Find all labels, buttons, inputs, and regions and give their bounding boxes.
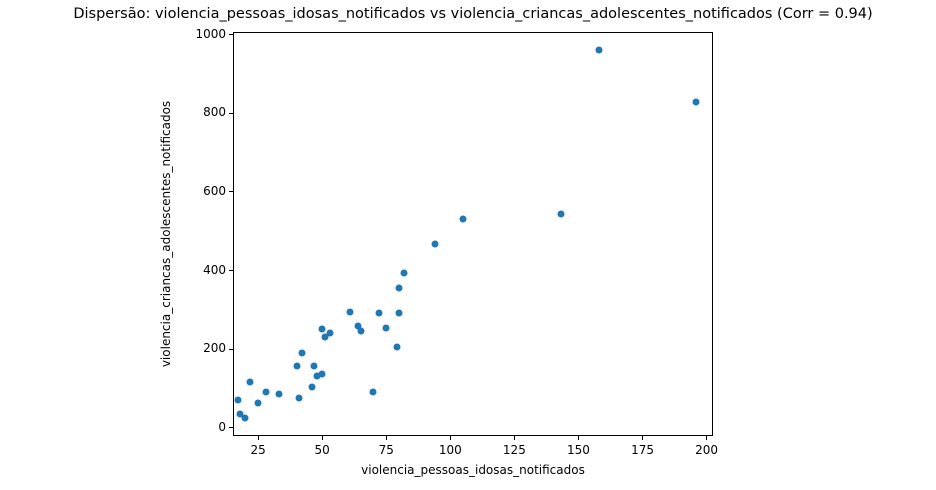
scatter-point bbox=[382, 324, 390, 332]
scatter-point bbox=[400, 269, 408, 277]
x-tick-label: 200 bbox=[695, 443, 719, 457]
plot-area bbox=[233, 32, 713, 436]
scatter-point bbox=[369, 388, 377, 396]
x-axis-label: violencia_pessoas_idosas_notificados bbox=[361, 463, 585, 477]
scatter-point bbox=[692, 98, 700, 106]
scatter-point bbox=[395, 284, 403, 292]
scatter-point bbox=[262, 388, 270, 396]
y-tick-label: 200 bbox=[203, 341, 226, 356]
scatter-point bbox=[298, 349, 306, 357]
x-tick-mark bbox=[385, 436, 387, 440]
scatter-point bbox=[354, 322, 362, 330]
x-tick-label: 75 bbox=[378, 443, 394, 457]
y-tick-mark bbox=[229, 191, 233, 193]
x-tick-label: 100 bbox=[438, 443, 462, 457]
x-tick-mark bbox=[706, 436, 708, 440]
y-tick-label: 0 bbox=[218, 419, 226, 434]
y-tick-mark bbox=[229, 34, 233, 36]
y-tick-mark bbox=[229, 112, 233, 114]
x-tick-label: 150 bbox=[567, 443, 590, 457]
scatter-point bbox=[318, 325, 326, 333]
scatter-point bbox=[308, 383, 316, 391]
scatter-point bbox=[346, 308, 354, 316]
y-tick-mark bbox=[229, 427, 233, 429]
scatter-point bbox=[241, 414, 249, 422]
scatter-point bbox=[246, 378, 254, 386]
scatter-point bbox=[321, 333, 329, 341]
x-tick-mark bbox=[321, 436, 323, 440]
x-tick-mark bbox=[577, 436, 579, 440]
scatter-point bbox=[431, 240, 439, 248]
scatter-point bbox=[310, 362, 318, 370]
y-tick-label: 600 bbox=[203, 183, 226, 198]
scatter-point bbox=[595, 46, 603, 54]
x-tick-label: 175 bbox=[631, 443, 654, 457]
chart-title: Dispersão: violencia_pessoas_idosas_noti… bbox=[73, 6, 873, 22]
scatter-point bbox=[375, 309, 383, 317]
scatter-point bbox=[557, 210, 565, 218]
x-tick-label: 125 bbox=[502, 443, 526, 457]
scatter-point bbox=[459, 215, 467, 223]
y-tick-label: 800 bbox=[203, 105, 226, 120]
x-tick-label: 50 bbox=[314, 443, 330, 457]
x-tick-mark bbox=[513, 436, 515, 440]
y-tick-label: 400 bbox=[203, 262, 226, 277]
x-tick-mark bbox=[642, 436, 644, 440]
y-axis-label: violencia_criancas_adolescentes_notifica… bbox=[159, 100, 173, 368]
x-tick-label: 25 bbox=[250, 443, 266, 457]
scatter-point bbox=[293, 362, 301, 370]
x-tick-mark bbox=[257, 436, 259, 440]
y-tick-mark bbox=[229, 348, 233, 350]
scatter-point bbox=[395, 309, 403, 317]
scatter-point bbox=[357, 327, 365, 335]
y-tick-label: 1000 bbox=[195, 26, 226, 41]
scatter-point bbox=[234, 396, 242, 404]
y-tick-mark bbox=[229, 270, 233, 272]
x-tick-mark bbox=[449, 436, 451, 440]
scatter-point bbox=[393, 343, 400, 351]
scatter-point bbox=[236, 410, 244, 418]
scatter-point bbox=[326, 329, 334, 337]
scatter-point bbox=[295, 394, 303, 402]
scatter-point bbox=[318, 370, 326, 377]
scatter-point bbox=[275, 390, 283, 398]
scatter-point bbox=[254, 399, 262, 407]
scatter-point bbox=[313, 372, 321, 380]
